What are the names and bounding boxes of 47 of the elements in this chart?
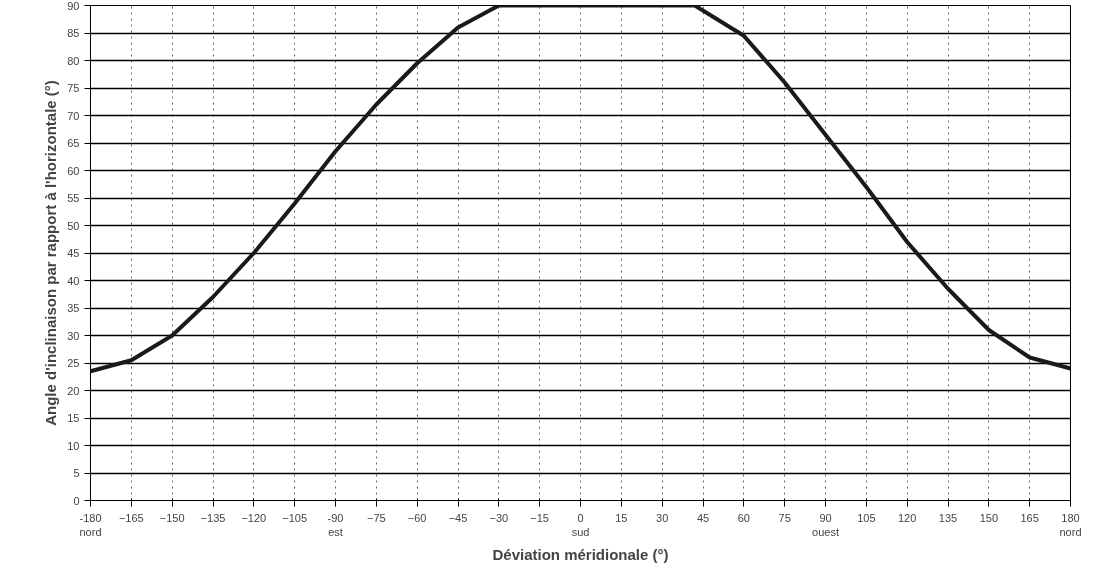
x-tick-label: 165 bbox=[1020, 511, 1039, 524]
y-tick-label: 65 bbox=[67, 137, 80, 149]
x-tick-label: 0 sud bbox=[571, 511, 590, 538]
y-tick-label: 75 bbox=[67, 82, 80, 94]
x-tick-label: 105 bbox=[857, 511, 876, 524]
y-tick-label: 85 bbox=[67, 27, 80, 39]
line-series bbox=[90, 5, 1071, 374]
x-tick-label: 30 bbox=[656, 511, 669, 524]
x-tick-label: −75 bbox=[367, 511, 386, 524]
x-tick-label: 120 bbox=[897, 511, 917, 524]
y-tick-label: 60 bbox=[67, 164, 80, 177]
x-tick-label: −135 bbox=[200, 511, 226, 524]
y-tick-label: 50 bbox=[67, 219, 80, 232]
y-tick-label: 90 bbox=[67, 0, 80, 12]
x-tick-label: −60 bbox=[407, 511, 427, 524]
x-tick-label: 15 bbox=[615, 511, 628, 524]
y-tick-label: 20 bbox=[67, 384, 80, 397]
x-tick-label: −165 bbox=[118, 511, 144, 524]
y-tick-label: 5 bbox=[73, 467, 80, 479]
x-tick-label: 60 bbox=[737, 511, 750, 524]
x-tick-label: −45 bbox=[448, 511, 468, 524]
y-tick-label: 70 bbox=[67, 109, 80, 122]
x-tick-label: −120 bbox=[241, 511, 267, 524]
y-tick-label: 80 bbox=[67, 54, 80, 67]
x-tick-label: 180 nord bbox=[1059, 511, 1082, 538]
x-tick-label: −105 bbox=[282, 511, 308, 524]
y-tick-label: 10 bbox=[67, 439, 80, 452]
y-tick-label: 15 bbox=[67, 412, 80, 424]
x-tick-label: -180 nord bbox=[79, 511, 102, 538]
x-tick-label: −150 bbox=[159, 511, 185, 524]
x-axis-title: Déviation méridionale (°) bbox=[492, 545, 669, 563]
x-tick-label: 150 bbox=[979, 511, 999, 524]
x-tick-label: 75 bbox=[778, 511, 791, 524]
x-tick-label: −30 bbox=[489, 511, 509, 524]
y-tick-label: 30 bbox=[67, 329, 80, 342]
y-tick-label: 40 bbox=[67, 274, 80, 287]
x-tick-label: −15 bbox=[530, 511, 550, 524]
y-axis-title: Angle d'inclinaison par rapport à l'horizontale (°) bbox=[42, 80, 60, 426]
y-tick-label: 35 bbox=[67, 302, 80, 314]
x-tick-label: 135 bbox=[938, 511, 958, 524]
x-tick-label: -90 est bbox=[327, 511, 344, 538]
x-tick-label: 90 ouest bbox=[812, 511, 839, 538]
y-tick-label: 25 bbox=[67, 357, 80, 369]
y-tick-label: 45 bbox=[67, 247, 80, 259]
y-tick-label: 55 bbox=[67, 192, 80, 204]
y-tick-label: 0 bbox=[73, 494, 80, 507]
x-tick-label: 45 bbox=[696, 511, 710, 524]
